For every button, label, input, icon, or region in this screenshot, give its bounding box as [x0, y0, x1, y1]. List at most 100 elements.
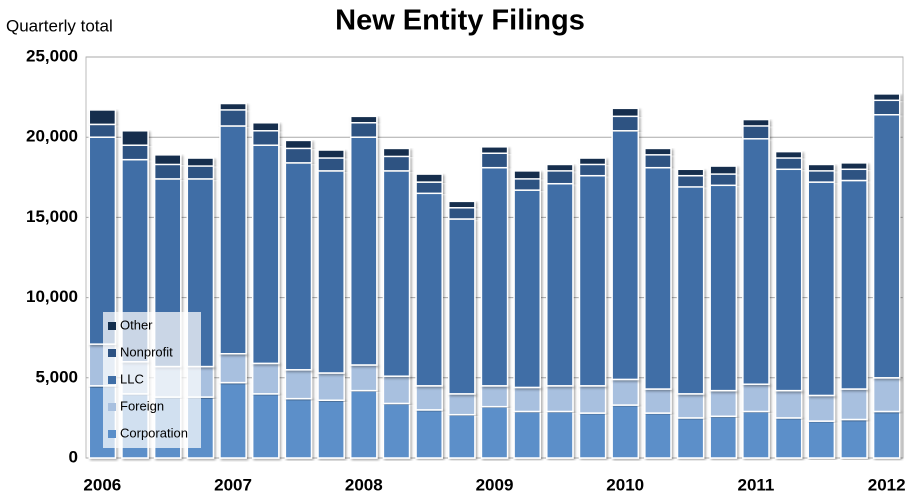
legend-label: Nonprofit	[120, 344, 173, 359]
bar-segment	[88, 123, 117, 138]
bar-segment	[546, 182, 574, 387]
bar-segment	[872, 93, 901, 102]
bar-segment	[447, 218, 476, 395]
bar-segment	[872, 377, 901, 413]
x-tick-label: 2006	[83, 475, 121, 494]
y-tick-label: 5,000	[35, 367, 78, 386]
bar-segment	[546, 163, 574, 172]
bar-segment	[872, 410, 901, 459]
legend-swatch	[108, 430, 116, 438]
bar-segment	[382, 147, 411, 158]
bar-segment	[284, 147, 313, 164]
legend-swatch	[108, 376, 116, 384]
bar-segment	[349, 122, 378, 138]
bar-segment	[153, 163, 182, 180]
bar-segment	[611, 107, 640, 118]
x-tick-label: 2010	[606, 475, 644, 494]
bar-segment	[774, 417, 803, 459]
bar-segment	[415, 192, 443, 387]
x-tick-label: 2008	[345, 475, 383, 494]
legend-label: Corporation	[120, 425, 188, 440]
bar-segment	[644, 147, 672, 156]
bar-segment	[578, 174, 607, 387]
bar-segment	[807, 181, 836, 397]
bar-segment	[709, 173, 738, 187]
bar-segment	[349, 136, 378, 366]
legend-label: Foreign	[120, 398, 164, 413]
bar-segment	[709, 389, 738, 418]
bar-segment	[480, 385, 509, 408]
bar-segment	[382, 170, 411, 377]
bar-segment	[219, 102, 247, 111]
bar-segment	[676, 393, 705, 419]
bar-segment	[742, 138, 770, 385]
bar-segment	[774, 157, 803, 171]
legend-label: Other	[120, 317, 153, 332]
x-tick-label: 2011	[737, 475, 774, 494]
bar-segment	[186, 165, 215, 180]
bar-segment	[121, 130, 149, 146]
bar-segment	[415, 409, 443, 459]
bar-segment	[546, 410, 574, 459]
y-axis-label: Quarterly total	[6, 16, 113, 35]
bar-segment	[676, 168, 705, 177]
bar-segment	[611, 115, 640, 132]
bar-segment	[251, 144, 280, 365]
legend-label: LLC	[120, 371, 144, 386]
bar-segment	[513, 189, 542, 389]
bar-segment	[807, 163, 836, 172]
bar-segment	[219, 109, 247, 127]
bar-segment	[121, 144, 149, 161]
bar-segment	[349, 389, 378, 459]
legend-swatch	[108, 403, 116, 411]
bar-segment	[676, 174, 705, 188]
bar-segment	[317, 157, 345, 172]
bar-segment	[447, 413, 476, 459]
bar-segment	[480, 405, 509, 459]
bar-segment	[382, 402, 411, 459]
bar-segment	[349, 115, 378, 124]
bar-segment	[317, 170, 345, 374]
bar-segment	[317, 399, 345, 459]
bar-segment	[644, 412, 672, 459]
bar-segment	[676, 186, 705, 395]
bar-segment	[742, 125, 770, 140]
bar-segment	[644, 388, 672, 414]
bar-segment	[872, 99, 901, 116]
bar-segment	[807, 170, 836, 183]
bar-segment	[742, 383, 770, 413]
bar-segment	[840, 162, 868, 171]
bar-segment	[219, 125, 247, 355]
bar-segment	[578, 157, 607, 166]
bar-segment	[284, 139, 313, 150]
bar-segment	[447, 207, 476, 220]
bar-segment	[513, 386, 542, 413]
bar-segment	[611, 404, 640, 459]
bar-segment	[774, 150, 803, 159]
x-tick-label: 2007	[214, 475, 252, 494]
legend-box	[103, 312, 201, 448]
bar-segment	[284, 397, 313, 459]
bar-segment	[709, 165, 738, 175]
bar-segment	[153, 154, 182, 166]
bar-segment	[284, 369, 313, 400]
bar-segment	[840, 388, 868, 421]
bar-segment	[447, 200, 476, 209]
y-tick-label: 20,000	[26, 127, 78, 146]
bar-segment	[807, 394, 836, 422]
bar-segment	[840, 168, 868, 182]
bar-segment	[709, 415, 738, 459]
bar-segment	[578, 385, 607, 414]
bar-segment	[742, 410, 770, 459]
bar-segment	[742, 118, 770, 127]
bar-segment	[251, 130, 280, 146]
bar-segment	[546, 170, 574, 185]
legend: Corporation Foreign LLC Nonprofit Other	[103, 312, 201, 448]
x-tick-label: 2009	[476, 475, 514, 494]
bar-segment	[317, 149, 345, 159]
bar-segment	[219, 352, 247, 384]
bar-segment	[349, 364, 378, 392]
bar-segment	[774, 168, 803, 392]
chart-title: New Entity Filings	[335, 5, 585, 37]
bar-segment	[513, 410, 542, 459]
